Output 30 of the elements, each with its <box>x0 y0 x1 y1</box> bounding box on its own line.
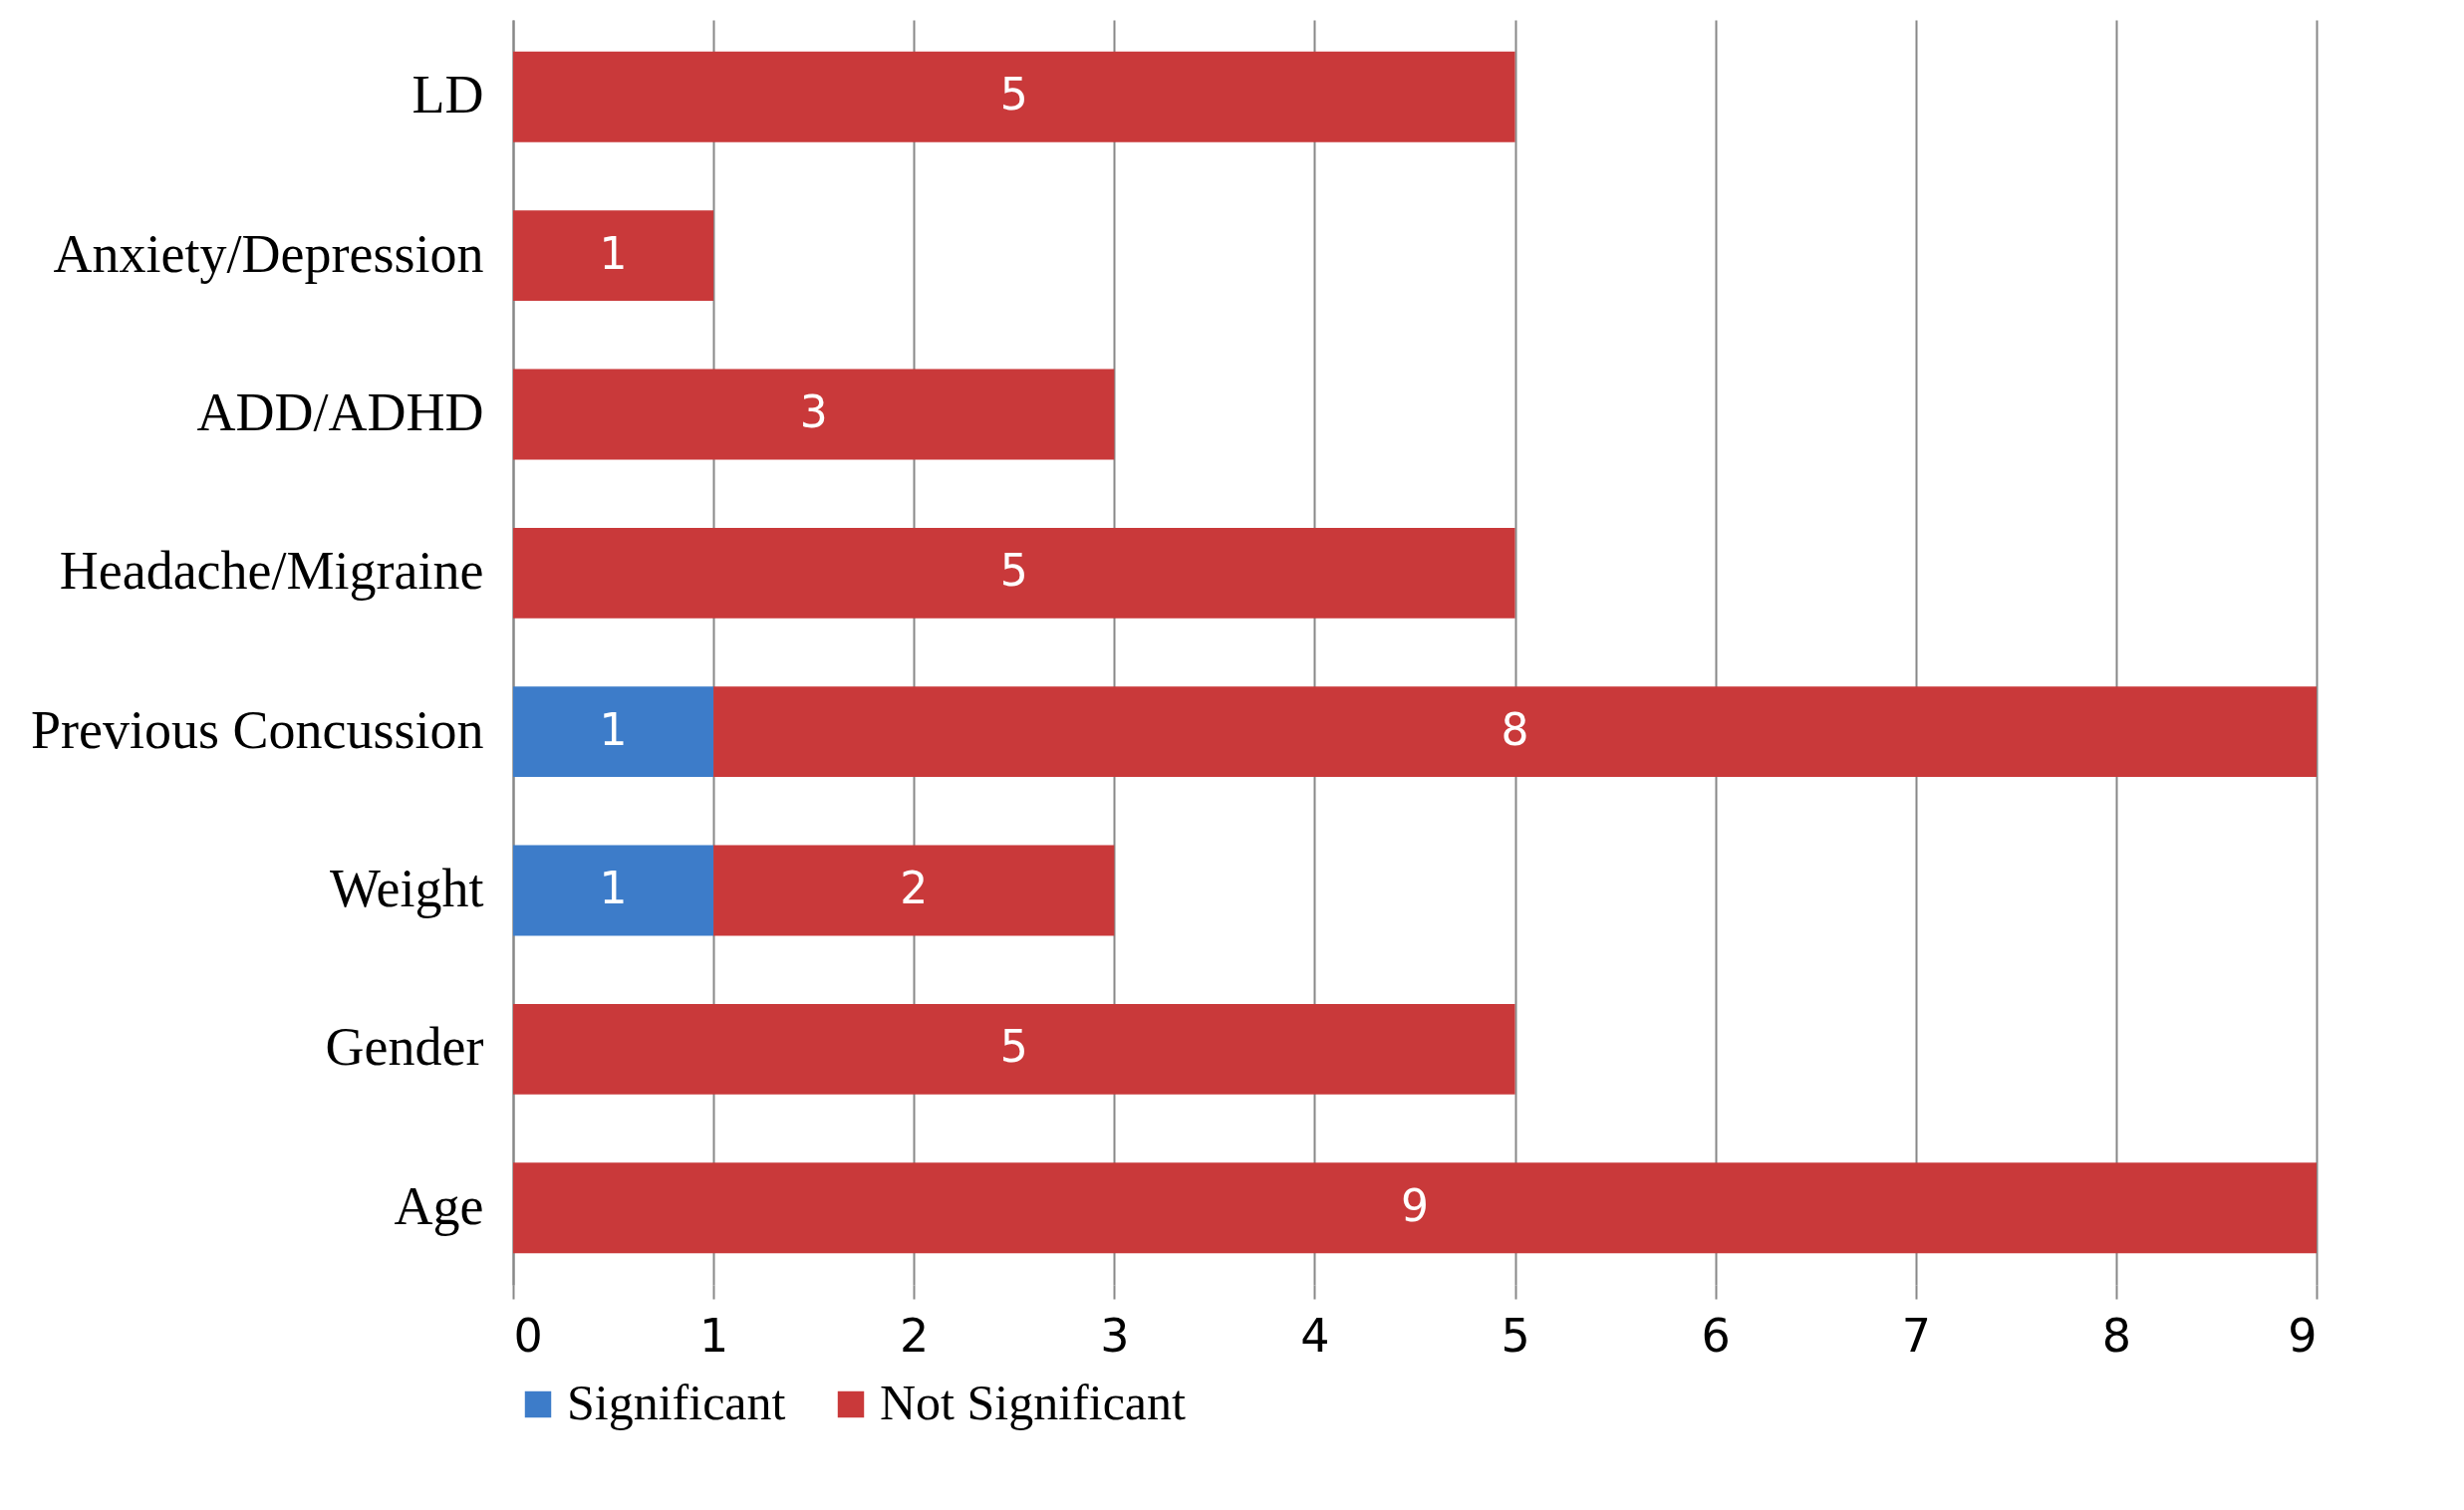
x-tick-label: 8 <box>2101 1308 2132 1363</box>
data-label: 1 <box>599 227 628 279</box>
x-tick-label: 3 <box>1100 1308 1130 1363</box>
y-tick-label: Previous Concussion <box>30 699 484 760</box>
x-tick-label: 5 <box>1501 1308 1530 1363</box>
x-tick-label: 4 <box>1300 1308 1330 1363</box>
x-tick-label: 0 <box>513 1308 543 1363</box>
data-label: 2 <box>900 863 929 914</box>
data-label: 5 <box>999 545 1028 597</box>
x-tick-label: 6 <box>1701 1308 1731 1363</box>
data-label: 1 <box>599 863 628 914</box>
legend-label: Not Significant <box>880 1375 1187 1430</box>
y-tick-label: Headache/Migraine <box>59 541 484 602</box>
y-tick-label: ADD/ADHD <box>196 381 484 442</box>
data-label: 5 <box>999 1021 1028 1073</box>
y-tick-label: Weight <box>329 859 484 919</box>
data-label: 5 <box>999 69 1028 121</box>
x-tick-label: 9 <box>2288 1308 2318 1363</box>
x-tick-label: 1 <box>698 1308 729 1363</box>
x-tick-label: 7 <box>1901 1308 1931 1363</box>
data-label: 9 <box>1401 1179 1429 1231</box>
legend-label: Significant <box>567 1375 786 1430</box>
x-tick-label: 2 <box>900 1308 930 1363</box>
y-tick-label: Age <box>394 1175 484 1236</box>
y-tick-label: Anxiety/Depression <box>53 223 484 284</box>
data-label: 8 <box>1501 703 1529 755</box>
y-tick-label: LD <box>411 65 484 126</box>
y-tick-label: Gender <box>325 1017 484 1078</box>
data-label: 1 <box>599 703 628 755</box>
data-label: 3 <box>799 385 828 437</box>
